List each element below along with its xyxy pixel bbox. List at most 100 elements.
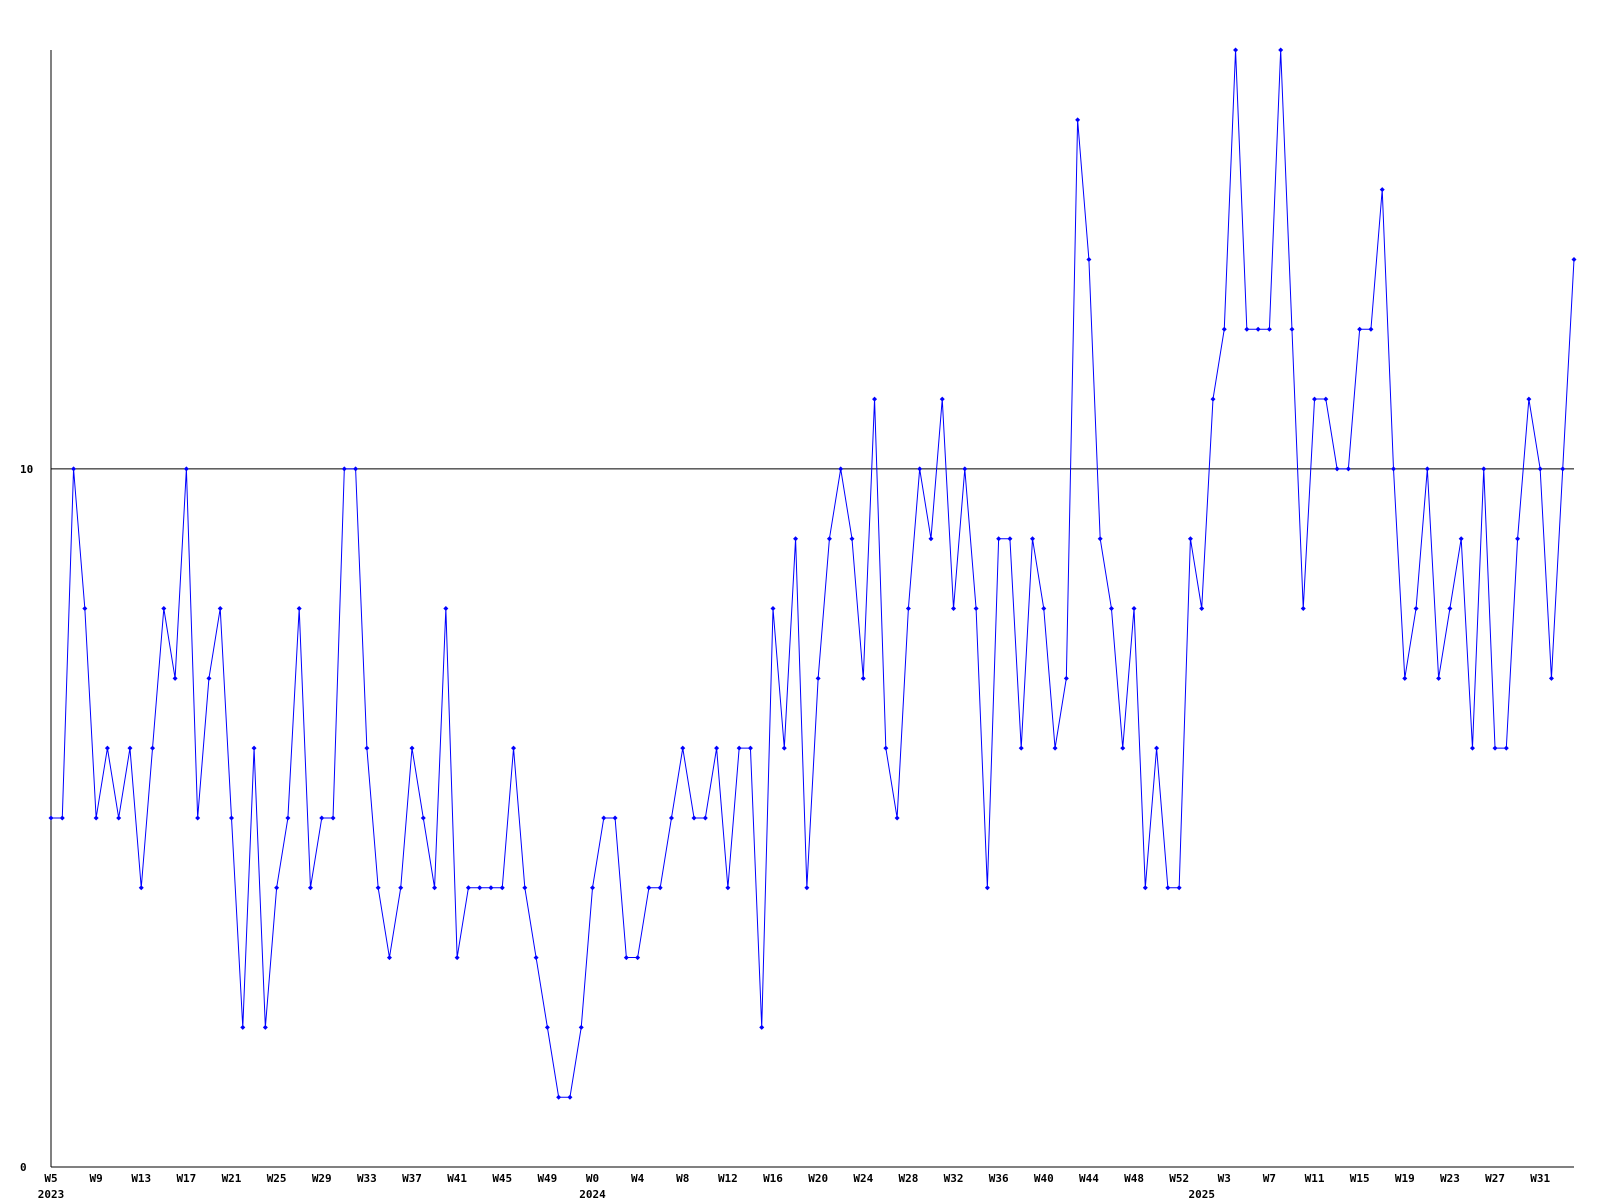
point-marker — [556, 1094, 562, 1100]
point-marker — [1120, 745, 1126, 751]
point-marker — [1447, 606, 1453, 611]
point-marker — [1075, 117, 1081, 123]
point-marker — [364, 745, 370, 751]
x-tick-label: W7 — [1263, 1172, 1276, 1185]
point-marker — [1390, 466, 1396, 472]
point-marker — [82, 606, 88, 611]
point-marker — [1334, 466, 1340, 472]
point-marker — [646, 885, 652, 891]
x-tick-label: W8 — [676, 1172, 689, 1185]
point-marker — [1537, 466, 1543, 472]
x-tick-label: W16 — [763, 1172, 783, 1185]
point-marker — [1131, 606, 1137, 611]
point-marker — [353, 466, 359, 472]
point-marker — [1503, 745, 1509, 751]
point-marker — [1018, 745, 1024, 751]
year-label: 2024 — [579, 1188, 606, 1200]
point-marker — [217, 606, 223, 611]
point-marker — [883, 745, 889, 751]
point-marker — [522, 885, 528, 891]
point-marker — [1233, 47, 1239, 53]
point-marker — [1402, 675, 1408, 681]
x-tick-label: W12 — [718, 1172, 738, 1185]
point-marker — [1481, 466, 1487, 472]
x-tick-label: W9 — [90, 1172, 103, 1185]
point-marker — [1244, 326, 1250, 332]
x-tick-label: W28 — [898, 1172, 918, 1185]
point-marker — [804, 885, 810, 891]
point-marker — [928, 536, 934, 542]
point-marker — [477, 885, 483, 891]
point-marker — [1515, 536, 1521, 542]
point-marker — [578, 1024, 584, 1030]
point-marker — [150, 745, 156, 751]
point-marker — [183, 466, 189, 472]
point-marker — [1548, 675, 1554, 681]
y-tick-label: 10 — [20, 463, 33, 476]
point-marker — [127, 745, 133, 751]
point-marker — [1255, 326, 1261, 332]
point-marker — [1278, 47, 1284, 53]
point-marker — [567, 1094, 573, 1100]
point-marker — [229, 815, 235, 821]
point-marker — [657, 885, 663, 891]
point-marker — [1300, 606, 1306, 611]
point-marker — [1165, 885, 1171, 891]
point-marker — [375, 885, 381, 891]
point-marker — [488, 885, 494, 891]
x-tick-label: W36 — [989, 1172, 1009, 1185]
point-marker — [432, 885, 438, 891]
x-tick-label: W19 — [1395, 1172, 1415, 1185]
point-marker — [1029, 536, 1035, 542]
point-marker — [206, 675, 212, 681]
point-marker — [1052, 745, 1058, 751]
x-tick-label: W33 — [357, 1172, 377, 1185]
point-marker — [1560, 466, 1566, 472]
point-marker — [838, 466, 844, 472]
point-marker — [1007, 536, 1013, 542]
x-tick-label: W40 — [1034, 1172, 1054, 1185]
point-marker — [296, 606, 302, 611]
point-marker — [1187, 536, 1193, 542]
point-marker — [759, 1024, 765, 1030]
point-marker — [499, 885, 505, 891]
point-marker — [341, 466, 347, 472]
point-marker — [1289, 326, 1295, 332]
point-marker — [590, 885, 596, 891]
x-tick-label: W17 — [176, 1172, 196, 1185]
x-tick-label: W13 — [131, 1172, 151, 1185]
point-marker — [285, 815, 291, 821]
point-marker — [262, 1024, 268, 1030]
year-label: 2025 — [1188, 1188, 1215, 1200]
point-marker — [736, 745, 742, 751]
point-marker — [962, 466, 968, 472]
point-marker — [330, 815, 336, 821]
point-marker — [274, 885, 280, 891]
point-marker — [398, 885, 404, 891]
point-marker — [894, 815, 900, 821]
point-marker — [601, 815, 607, 821]
x-tick-label: W27 — [1485, 1172, 1505, 1185]
point-marker — [420, 815, 426, 821]
point-marker — [815, 675, 821, 681]
x-tick-label: W3 — [1218, 1172, 1231, 1185]
point-marker — [1312, 396, 1318, 402]
point-marker — [973, 606, 979, 611]
x-tick-label: W31 — [1530, 1172, 1550, 1185]
y-tick-label: 0 — [20, 1161, 27, 1174]
x-tick-label: W48 — [1124, 1172, 1144, 1185]
point-marker — [691, 815, 697, 821]
x-tick-label: W4 — [631, 1172, 645, 1185]
point-marker — [770, 606, 776, 611]
point-marker — [1086, 256, 1092, 262]
x-tick-label: W37 — [402, 1172, 422, 1185]
point-marker — [872, 396, 878, 402]
x-tick-label: W5 — [44, 1172, 57, 1185]
point-marker — [1413, 606, 1419, 611]
x-tick-label: W11 — [1305, 1172, 1325, 1185]
point-marker — [465, 885, 471, 891]
point-marker — [1368, 326, 1374, 332]
point-marker — [1424, 466, 1430, 472]
point-marker — [138, 885, 144, 891]
